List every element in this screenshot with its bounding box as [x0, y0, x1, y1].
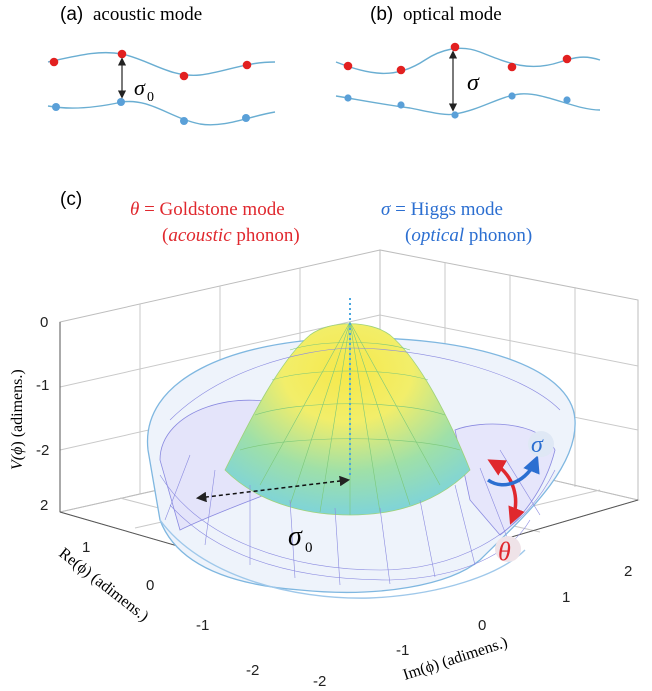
sigma-symbol-b: σ — [467, 70, 480, 96]
surface-sigma-label: σ — [531, 432, 544, 458]
blue-atom — [563, 96, 571, 104]
x-tick-label: -1 — [396, 642, 409, 659]
y-axis-ticks: 2 1 0 -1 -2 — [40, 497, 259, 679]
y-tick-label: 1 — [82, 539, 90, 556]
z-axis-label: V(ϕ) (adimens.) — [9, 369, 26, 470]
x-axis-ticks: -2 -1 0 1 2 — [313, 563, 632, 690]
y-tick-label: -2 — [246, 662, 259, 679]
higgs-rest: phonon) — [464, 225, 532, 246]
panel-b-tag: (b) — [370, 4, 393, 25]
red-atom — [117, 49, 127, 59]
x-tick-label: -2 — [313, 673, 326, 690]
red-atom — [562, 54, 572, 64]
higgs-legend: σ = Higgs mode (optical phonon) — [381, 199, 532, 246]
y-tick-label: -1 — [196, 617, 209, 634]
z-tick-label: 0 — [40, 314, 48, 331]
sigma-label-bg — [528, 431, 554, 457]
svg-text:σ = Higgs mode: σ = Higgs mode — [381, 199, 503, 220]
goldstone-label: = Goldstone mode — [139, 199, 284, 220]
mexican-hat-surface — [146, 321, 576, 599]
panel-c-tag: (c) — [60, 189, 82, 210]
panel-a: (a) acoustic mode σ 0 — [47, 4, 276, 126]
red-atom — [242, 60, 252, 70]
x-tick-label: 0 — [478, 617, 486, 634]
panel-b-title: optical mode — [403, 4, 502, 25]
svg-text:θ = Goldstone mode: θ = Goldstone mode — [130, 199, 285, 220]
higgs-paren: ( — [405, 225, 411, 246]
y-tick-label: 0 — [146, 577, 154, 594]
sigma0-subscript: 0 — [305, 540, 313, 556]
blue-atom — [117, 98, 125, 106]
sigma-arrow — [486, 455, 540, 487]
blue-atom — [242, 114, 250, 122]
sigma-symbol-a: σ — [134, 75, 146, 100]
higgs-label: = Higgs mode — [390, 199, 503, 220]
red-atom — [343, 61, 353, 71]
red-atom — [507, 62, 517, 72]
chain-a-top — [47, 51, 276, 77]
sigma-symbol: σ — [381, 199, 391, 220]
blue-atom — [397, 101, 405, 109]
y-axis-label: Re(ϕ) (adimens.) — [56, 545, 152, 625]
sigma-subscript-a: 0 — [147, 90, 154, 105]
higgs-italic: optical — [411, 225, 464, 246]
blue-atom — [344, 94, 352, 102]
surface-theta-label: θ — [498, 537, 511, 566]
z-axis-ticks: 0 -1 -2 — [36, 314, 49, 459]
surface-hump — [224, 323, 471, 516]
panel-a-title: acoustic mode — [93, 4, 202, 25]
panel-b: (b) optical mode σ — [335, 4, 601, 119]
panel-a-tag: (a) — [60, 4, 83, 25]
blue-atom — [52, 103, 60, 111]
blue-atom — [508, 92, 516, 100]
y-tick-label: 2 — [40, 497, 48, 514]
red-atom — [450, 42, 460, 52]
red-atom — [179, 71, 189, 81]
z-tick-label: -1 — [36, 377, 49, 394]
theta-arrow — [487, 459, 525, 525]
chain-a-bottom — [47, 100, 276, 126]
goldstone-rest: phonon) — [232, 225, 300, 246]
surface-front-lip — [159, 519, 526, 599]
z-tick-label: -2 — [36, 442, 49, 459]
svg-text:(optical phonon): (optical phonon) — [405, 225, 532, 246]
goldstone-italic: acoustic — [168, 225, 232, 246]
goldstone-paren: ( — [162, 225, 168, 246]
theta-symbol: θ — [130, 199, 139, 220]
blue-atom — [180, 117, 188, 125]
chain-b-bottom — [335, 93, 601, 116]
x-tick-label: 2 — [624, 563, 632, 580]
sigma0-symbol: σ — [288, 521, 303, 552]
red-atom — [396, 65, 406, 75]
blue-atom — [451, 111, 459, 119]
x-axis-label: Im(ϕ) (adimens.) — [401, 634, 510, 684]
red-atom — [49, 57, 59, 67]
x-tick-label: 1 — [562, 589, 570, 606]
svg-text:(acoustic phonon): (acoustic phonon) — [162, 225, 300, 246]
goldstone-legend: θ = Goldstone mode (acoustic phonon) — [130, 199, 300, 246]
theta-label-bg — [495, 536, 521, 562]
